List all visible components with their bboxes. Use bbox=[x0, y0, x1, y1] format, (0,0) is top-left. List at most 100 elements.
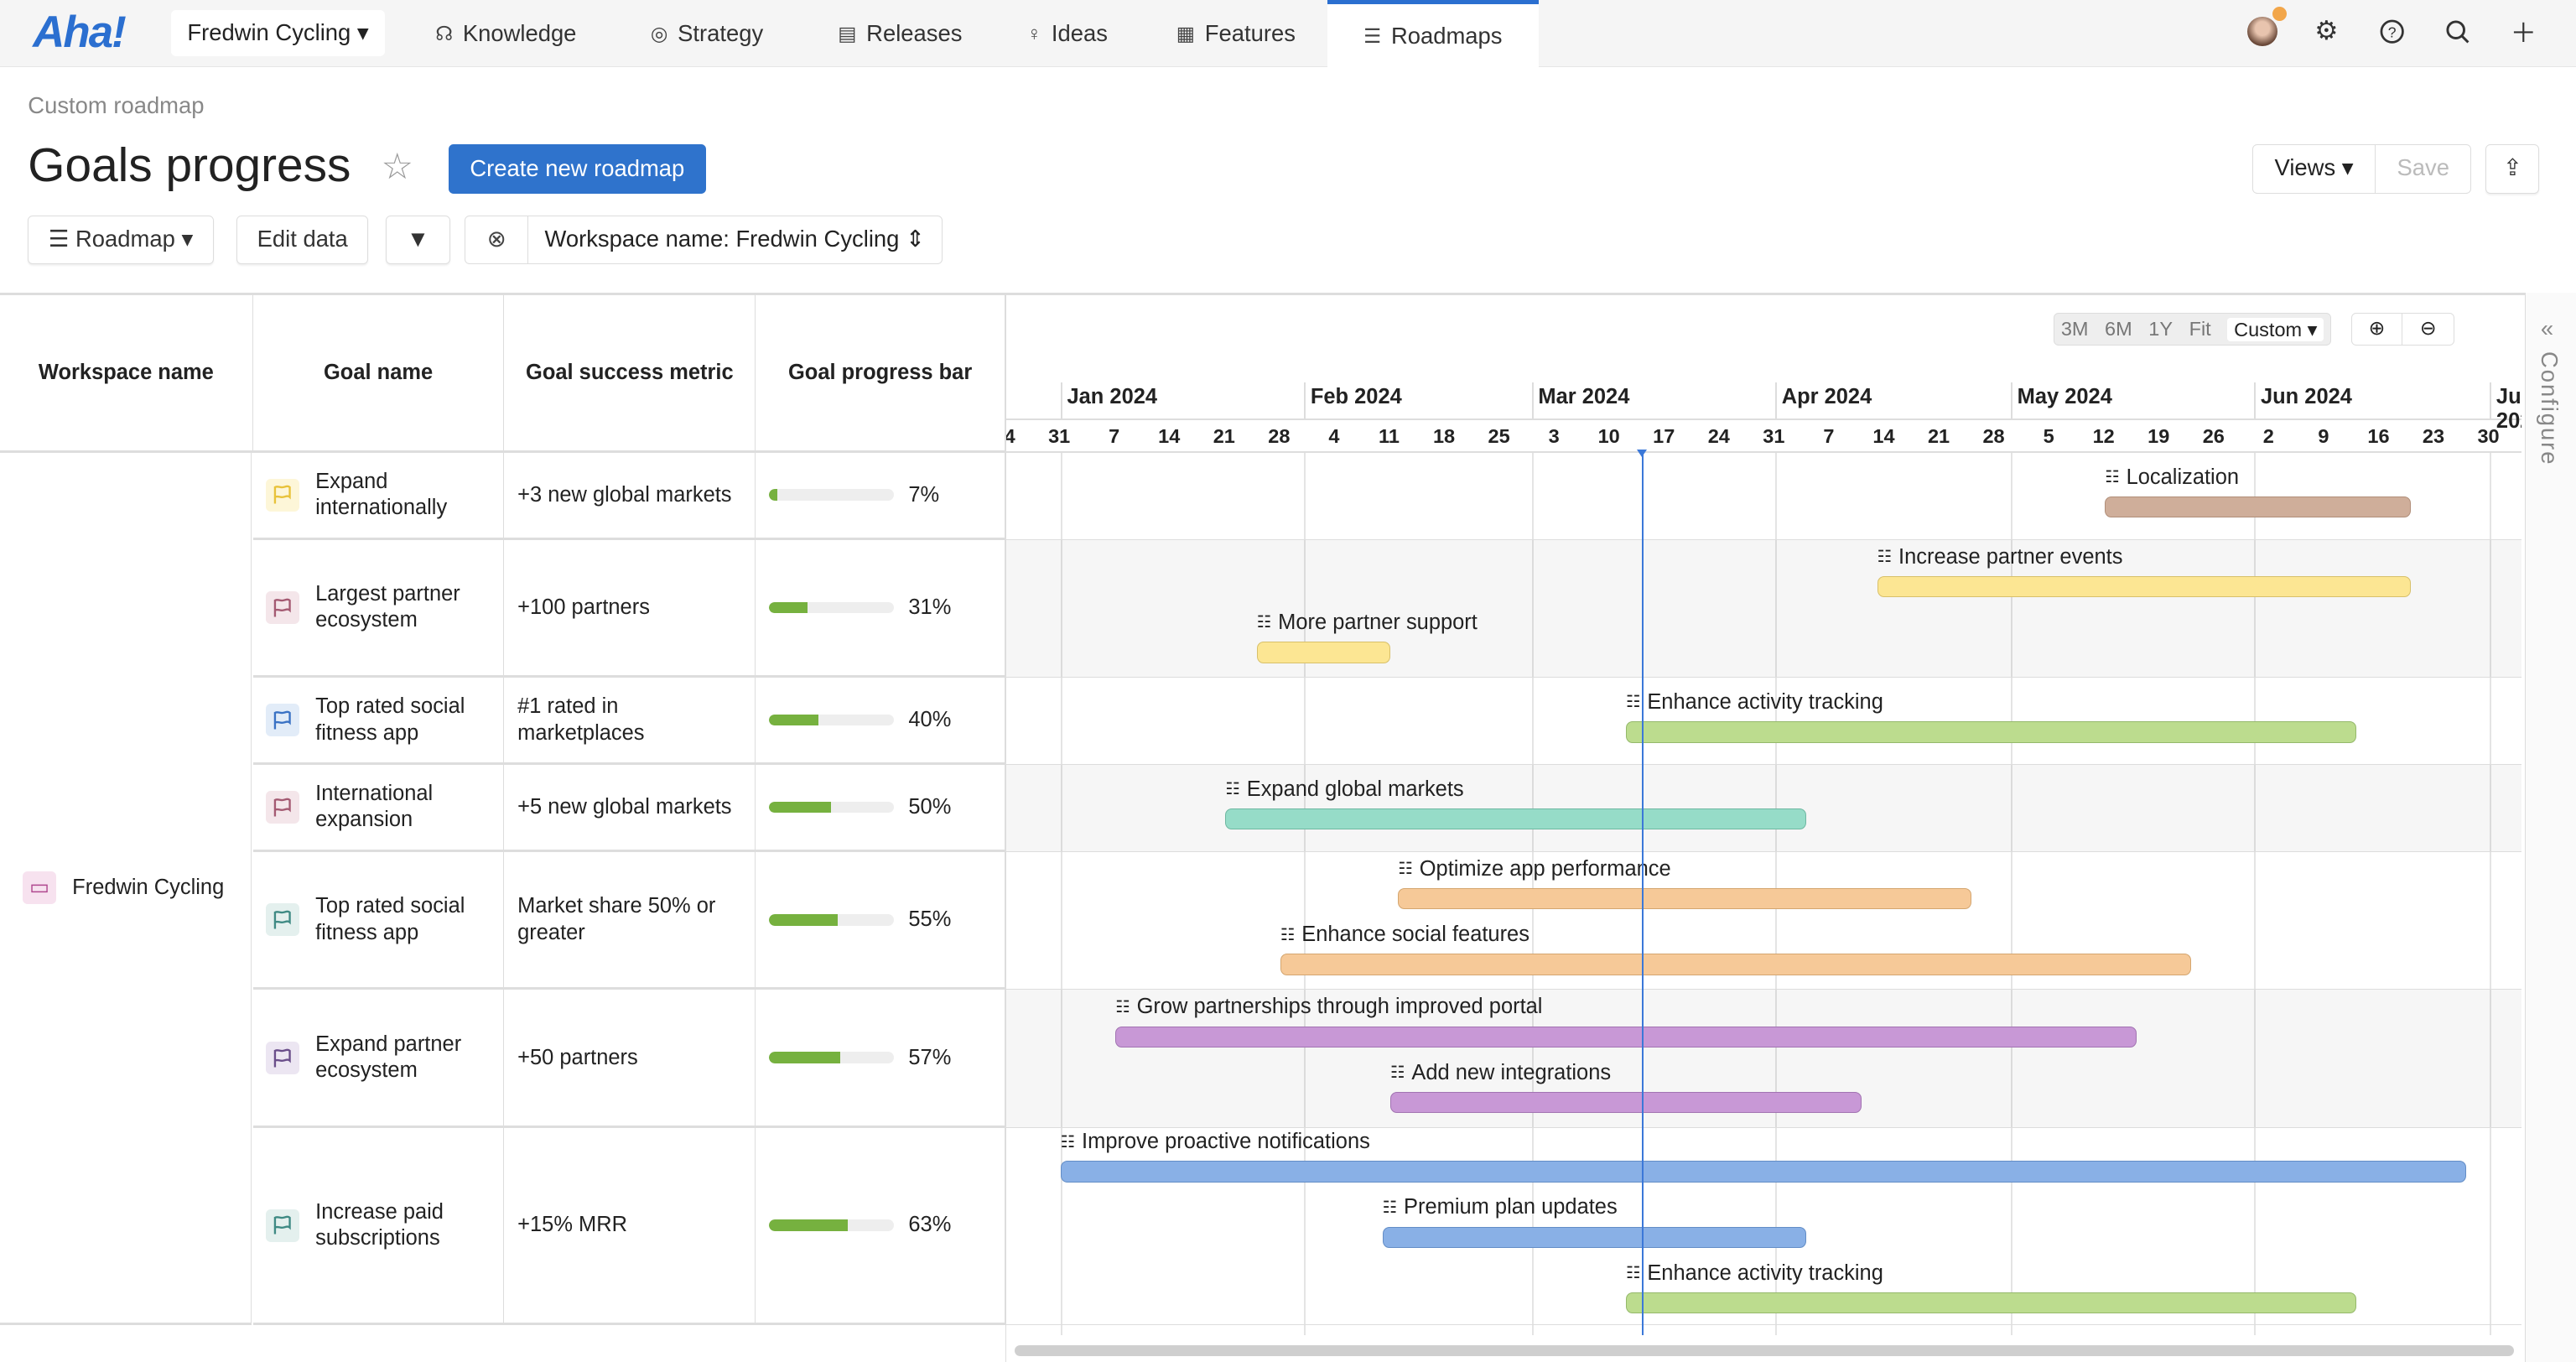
metric-cell[interactable]: Market share 50% or greater bbox=[504, 851, 756, 990]
goal-name-cell[interactable]: Largest partner ecosystem bbox=[252, 539, 505, 678]
zoom-3m[interactable]: 3M bbox=[2060, 318, 2089, 340]
nav-ideas[interactable]: ♀ Ideas bbox=[1027, 0, 1108, 67]
zoom-1y[interactable]: 1Y bbox=[2148, 318, 2174, 340]
metric-cell[interactable]: +15% MRR bbox=[504, 1128, 756, 1326]
goal-name-cell[interactable]: Top rated social fitness app bbox=[252, 678, 505, 766]
goal-name-cell[interactable]: Expand partner ecosystem bbox=[252, 990, 505, 1129]
zoom-fit[interactable]: Fit bbox=[2189, 318, 2211, 340]
feature-label[interactable]: ☷ Enhance activity tracking bbox=[1626, 1261, 1883, 1286]
nav-label: Strategy bbox=[678, 20, 764, 46]
column-header-workspace[interactable]: Workspace name bbox=[0, 294, 253, 453]
feature-bar[interactable] bbox=[1060, 1161, 2466, 1183]
create-roadmap-button[interactable]: Create new roadmap bbox=[448, 144, 706, 195]
chevrons-left-icon[interactable]: « bbox=[2540, 315, 2554, 342]
feature-label[interactable]: ☷ Enhance activity tracking bbox=[1626, 690, 1883, 715]
feature-label[interactable]: ☷ Increase partner events bbox=[1877, 545, 2123, 569]
feature-label[interactable]: ☷ Expand global markets bbox=[1225, 777, 1463, 802]
share-button[interactable]: ⇪ bbox=[2485, 144, 2540, 195]
zoom-controls: ⊕ ⊖ bbox=[2350, 313, 2455, 346]
feature-bar[interactable] bbox=[1389, 1091, 1862, 1114]
progress-cell[interactable]: 40% bbox=[756, 678, 1006, 766]
zoom-custom-dropdown[interactable]: Custom ▾ bbox=[2227, 317, 2324, 341]
nav-roadmaps[interactable]: ☰ Roadmaps bbox=[1327, 0, 1539, 70]
help-icon[interactable]: ? bbox=[2376, 15, 2408, 48]
timeline-row bbox=[1006, 678, 2522, 766]
month-label: Jul 2024 bbox=[2496, 385, 2521, 434]
column-header-progress[interactable]: Goal progress bar bbox=[756, 294, 1006, 453]
feature-label[interactable]: ☷ Premium plan updates bbox=[1383, 1195, 1618, 1219]
feature-label[interactable]: ☷ Add new integrations bbox=[1390, 1061, 1611, 1085]
feature-bar[interactable] bbox=[1280, 954, 2192, 975]
feature-label[interactable]: ☷ Improve proactive notifications bbox=[1061, 1130, 1370, 1154]
week-label: 24 bbox=[1006, 425, 1015, 448]
column-header-goal[interactable]: Goal name bbox=[252, 294, 505, 453]
goal-name-cell[interactable]: International expansion bbox=[252, 765, 505, 852]
zoom-in-icon[interactable]: ⊕ bbox=[2352, 314, 2403, 346]
feature-label[interactable]: ☷ Localization bbox=[2105, 465, 2239, 490]
roadmap-label: Roadmap bbox=[75, 225, 175, 252]
zoom-out-icon[interactable]: ⊖ bbox=[2419, 317, 2437, 340]
column-header-metric[interactable]: Goal success metric bbox=[504, 294, 756, 453]
save-button[interactable]: Save bbox=[2375, 145, 2470, 194]
caret-down-icon: ▾ bbox=[356, 18, 369, 45]
week-label: 10 bbox=[1597, 424, 1620, 447]
feature-bar[interactable] bbox=[1877, 575, 2412, 598]
month-gridline bbox=[1303, 452, 1306, 1335]
progress-cell[interactable]: 50% bbox=[756, 765, 1006, 852]
feature-bar[interactable] bbox=[1625, 1292, 2356, 1314]
metric-cell[interactable]: +5 new global markets bbox=[504, 765, 756, 852]
nav-features[interactable]: ▦ Features bbox=[1176, 0, 1296, 67]
metric-cell[interactable]: +3 new global markets bbox=[504, 452, 756, 540]
metric-cell[interactable]: +50 partners bbox=[504, 990, 756, 1129]
metric-cell[interactable]: #1 rated in marketplaces bbox=[504, 678, 756, 766]
feature-bar[interactable] bbox=[1115, 1026, 2137, 1048]
plus-icon[interactable]: ＋ bbox=[2510, 18, 2537, 48]
feature-label[interactable]: ☷ Enhance social features bbox=[1280, 923, 1530, 947]
feature-bar[interactable] bbox=[1225, 808, 1807, 830]
feature-bar[interactable] bbox=[1398, 888, 1971, 910]
feature-bar[interactable] bbox=[2105, 496, 2412, 518]
share-icon: ⇪ bbox=[2502, 154, 2522, 181]
week-label: 23 bbox=[2422, 424, 2445, 447]
gear-icon[interactable]: ⚙ bbox=[2314, 16, 2339, 46]
search-icon[interactable] bbox=[2441, 15, 2474, 48]
breadcrumb[interactable]: Custom roadmap bbox=[28, 91, 205, 118]
filter-button[interactable]: ▼ bbox=[386, 215, 450, 265]
hierarchy-icon: ☷ bbox=[1398, 860, 1413, 879]
feature-bar[interactable] bbox=[1382, 1226, 1807, 1249]
goal-name-cell[interactable]: Top rated social fitness app bbox=[252, 851, 505, 990]
avatar[interactable] bbox=[2247, 6, 2288, 46]
feature-label[interactable]: ☷ Optimize app performance bbox=[1398, 857, 1670, 881]
views-dropdown[interactable]: Views ▾ bbox=[2253, 145, 2375, 193]
workspace-cell[interactable]: ▭ Fredwin Cycling bbox=[0, 452, 252, 1326]
goal-name-cell[interactable]: Expand internationally bbox=[252, 452, 505, 540]
zoom-6m[interactable]: 6M bbox=[2105, 318, 2132, 340]
configure-panel[interactable]: « Configure bbox=[2525, 292, 2576, 1362]
horizontal-scrollbar[interactable] bbox=[1014, 1344, 2514, 1357]
progress-cell[interactable]: 31% bbox=[756, 539, 1006, 678]
star-icon[interactable]: ☆ bbox=[381, 147, 414, 188]
progress-cell[interactable]: 63% bbox=[756, 1128, 1006, 1326]
nav-releases[interactable]: ▤ Releases bbox=[838, 0, 962, 67]
hierarchy-icon: ☷ bbox=[1389, 1063, 1405, 1083]
aha-logo[interactable]: Aha! bbox=[33, 7, 127, 57]
goal-metric: +15% MRR bbox=[517, 1213, 627, 1237]
progress-cell[interactable]: 57% bbox=[756, 990, 1006, 1129]
roadmap-dropdown[interactable]: ☰ Roadmap ▾ bbox=[28, 215, 214, 265]
progress-cell[interactable]: 55% bbox=[756, 851, 1006, 990]
nav-knowledge[interactable]: ☊ Knowledge bbox=[435, 0, 576, 67]
week-label: 24 bbox=[1707, 424, 1730, 447]
filter-dropdown[interactable]: Workspace name: Fredwin Cycling ⇕ bbox=[528, 216, 942, 264]
workspace-switcher[interactable]: Fredwin Cycling ▾ bbox=[170, 9, 386, 56]
metric-cell[interactable]: +100 partners bbox=[504, 539, 756, 678]
clear-filter-icon[interactable]: ⊗ bbox=[465, 216, 528, 264]
feature-bar[interactable] bbox=[1625, 721, 2356, 743]
goal-name-cell[interactable]: Increase paid subscriptions bbox=[252, 1128, 505, 1326]
feature-bar[interactable] bbox=[1256, 642, 1390, 663]
feature-label[interactable]: ☷ More partner support bbox=[1257, 611, 1478, 635]
edit-data-button[interactable]: Edit data bbox=[236, 215, 369, 265]
feature-label[interactable]: ☷ Grow partnerships through improved port… bbox=[1115, 995, 1542, 1019]
progress-label: 7% bbox=[908, 482, 940, 507]
nav-strategy[interactable]: ◎ Strategy bbox=[651, 0, 763, 67]
progress-cell[interactable]: 7% bbox=[756, 452, 1006, 540]
